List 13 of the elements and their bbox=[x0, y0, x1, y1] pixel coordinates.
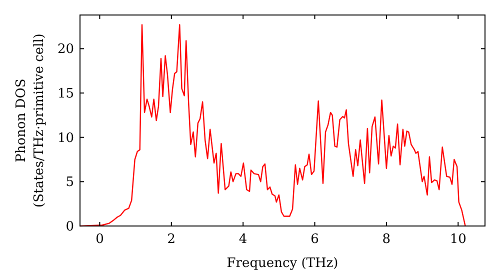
x-tick-label: 4 bbox=[238, 232, 248, 247]
x-tick-label: 10 bbox=[450, 232, 466, 247]
y-tick-label: 10 bbox=[57, 130, 74, 146]
x-tick-label: 0 bbox=[96, 232, 104, 247]
x-axis-title: Frequency (THz) bbox=[226, 256, 338, 271]
y-tick-label: 0 bbox=[66, 220, 74, 234]
y-axis-title: Phonon DOS (States/THz·primitive cell) bbox=[14, 33, 47, 208]
y-tick-label: 5 bbox=[66, 175, 74, 190]
x-tick-label: 8 bbox=[382, 232, 391, 247]
y-tick-label: 15 bbox=[57, 86, 74, 102]
x-tick-label: 6 bbox=[310, 232, 319, 247]
y-tick-label: 20 bbox=[57, 42, 74, 58]
x-tick-label: 2 bbox=[167, 232, 176, 247]
